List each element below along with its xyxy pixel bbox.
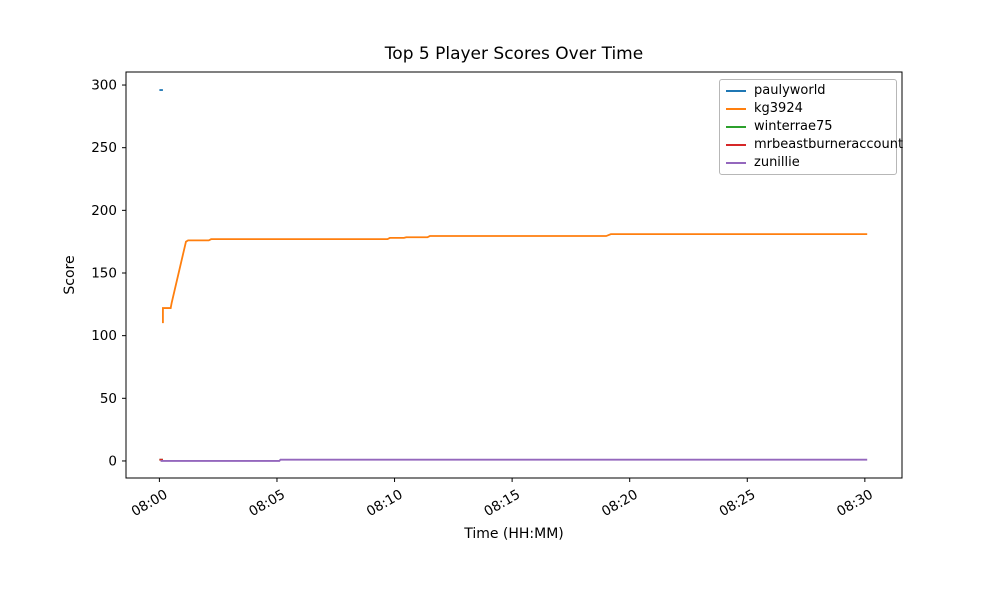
x-tick-label: 08:20 bbox=[599, 487, 641, 520]
legend-line-icon bbox=[726, 126, 746, 128]
legend-line-icon bbox=[726, 162, 746, 164]
legend-line-icon bbox=[726, 108, 746, 110]
legend-label: mrbeastburneraccount bbox=[754, 137, 904, 152]
legend-label: winterrae75 bbox=[754, 119, 833, 134]
legend-label: zunillie bbox=[754, 155, 800, 170]
y-tick-label: 300 bbox=[91, 78, 117, 94]
legend-entry-kg3924: kg3924 bbox=[726, 100, 890, 118]
series-line-zunillie bbox=[160, 458, 868, 462]
series-line-kg3924 bbox=[162, 233, 868, 324]
x-tick-label: 08:25 bbox=[717, 487, 759, 520]
x-tick-label: 08:00 bbox=[129, 487, 171, 520]
x-tick-label: 08:30 bbox=[834, 487, 876, 520]
legend: paulyworld kg3924 winterrae75 mrbeastburner… bbox=[719, 79, 903, 175]
legend-label: kg3924 bbox=[754, 101, 803, 116]
legend-line-icon bbox=[726, 144, 746, 146]
y-tick-label: 100 bbox=[91, 328, 117, 344]
legend-label: paulyworld bbox=[754, 83, 826, 98]
x-tick-label: 08:10 bbox=[364, 487, 406, 520]
x-tick-label: 08:05 bbox=[246, 487, 288, 520]
plot-frame bbox=[125, 71, 903, 479]
y-tick-label: 0 bbox=[108, 453, 117, 469]
legend-entry-mrbeastburneraccount: mrbeastburneraccount bbox=[726, 136, 903, 154]
legend-line-icon bbox=[726, 90, 746, 92]
y-tick-label: 200 bbox=[91, 203, 117, 219]
y-tick-label: 50 bbox=[100, 391, 117, 407]
legend-entry-paulyworld: paulyworld bbox=[726, 82, 890, 100]
x-tick-label: 08:15 bbox=[481, 487, 523, 520]
y-axis-label: Score bbox=[62, 255, 78, 295]
chart-title: Top 5 Player Scores Over Time bbox=[384, 44, 644, 64]
legend-entry-winterrae75: winterrae75 bbox=[726, 118, 890, 136]
y-tick-label: 150 bbox=[91, 265, 117, 281]
legend-entry-zunillie: zunillie bbox=[726, 154, 890, 172]
x-axis-label: Time (HH:MM) bbox=[464, 526, 564, 542]
y-tick-label: 250 bbox=[91, 140, 117, 156]
